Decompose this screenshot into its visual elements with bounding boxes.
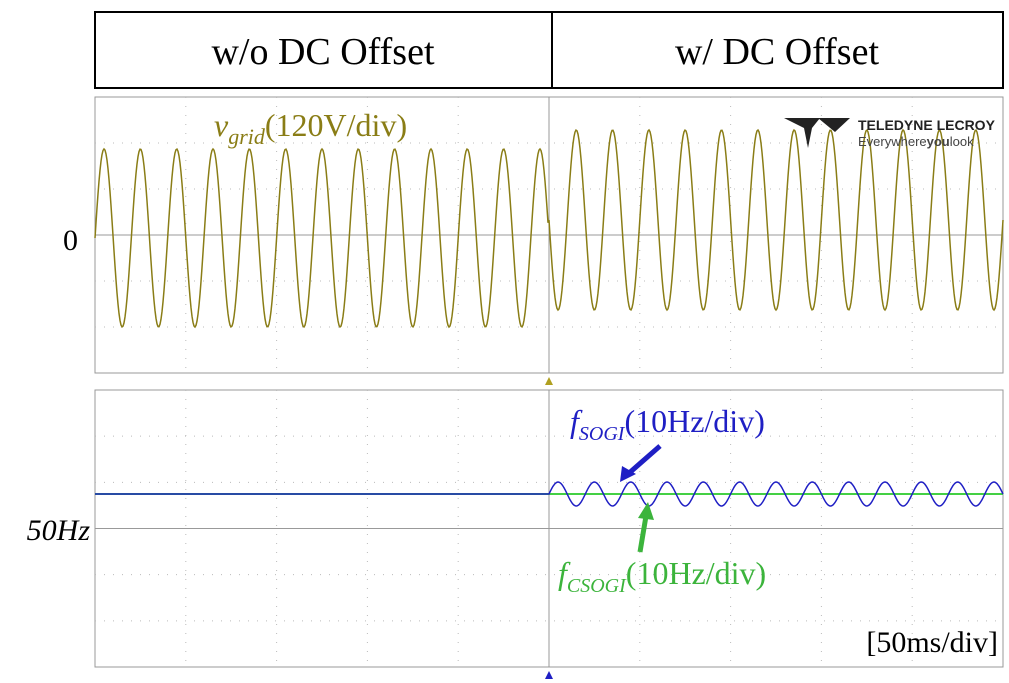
header-left: w/o DC Offset bbox=[211, 31, 435, 73]
panels bbox=[94, 96, 1004, 679]
sogi-label: fSOGI(10Hz/div) bbox=[570, 403, 765, 445]
sogi-arrow bbox=[626, 444, 662, 476]
svg-text:TELEDYNE LECROY: TELEDYNE LECROY bbox=[858, 117, 996, 133]
vgrid-label: vgrid(120V/div) bbox=[214, 107, 407, 149]
header-box bbox=[94, 11, 1004, 89]
trigger-marker bbox=[545, 671, 553, 679]
trigger-marker bbox=[545, 377, 553, 385]
sogi-trace bbox=[95, 481, 1004, 507]
csogi-label: fCSOGI(10Hz/div) bbox=[558, 555, 766, 597]
csogi-arrow bbox=[637, 515, 649, 553]
sogi-arrowhead bbox=[620, 466, 636, 482]
timebase: [50ms/div] bbox=[866, 626, 998, 659]
csogi-arrowhead bbox=[638, 502, 654, 520]
hz-label: 50Hz bbox=[27, 514, 91, 547]
svg-text:Everywhereyoulook: Everywhereyoulook bbox=[858, 134, 974, 149]
vgrid-wave bbox=[94, 128, 1004, 329]
zero-label: 0 bbox=[63, 224, 78, 257]
header-right: w/ DC Offset bbox=[675, 31, 880, 73]
logo: TELEDYNE LECROY Everywhereyoulook bbox=[784, 117, 996, 149]
